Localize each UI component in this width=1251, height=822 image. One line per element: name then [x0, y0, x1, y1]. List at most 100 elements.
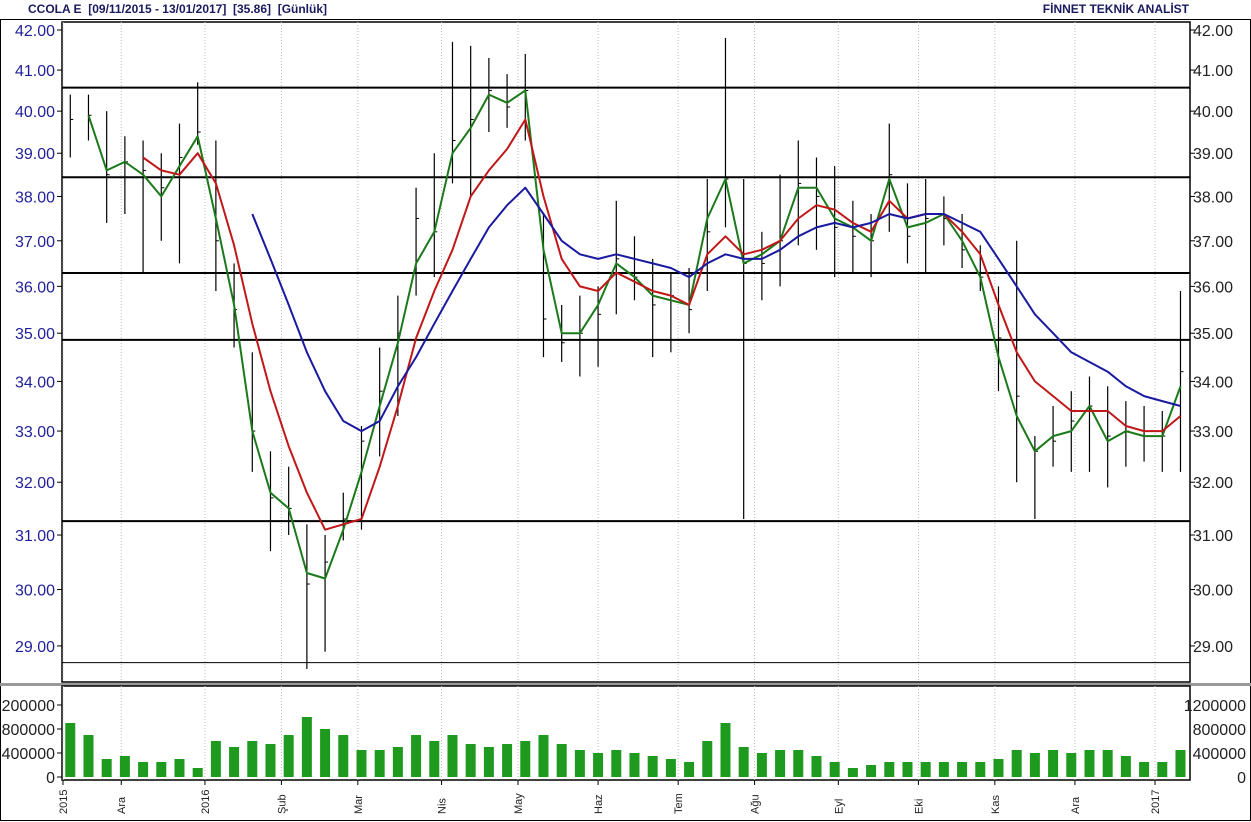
volume-tick-label-right: 1200000: [1184, 698, 1246, 715]
x-tick-label: May: [513, 793, 525, 814]
volume-tick-label-left: 0: [46, 770, 55, 787]
volume-bar: [1011, 750, 1022, 777]
volume-bar: [265, 744, 276, 777]
y-tick-label-left: 41.00: [15, 63, 55, 80]
volume-bar: [1084, 750, 1095, 777]
x-tick-label: Şub: [276, 794, 288, 814]
volume-bar: [902, 762, 913, 777]
x-tick-label: 2016: [200, 790, 212, 814]
y-tick-label-left: 42.00: [15, 23, 55, 40]
volume-bar: [811, 756, 822, 777]
x-tick-label: Eyl: [833, 799, 845, 814]
y-tick-label-left: 36.00: [15, 279, 55, 296]
volume-tick-label-left: 400000: [2, 746, 55, 763]
volume-bar: [374, 750, 385, 777]
x-tick-label: Ara: [116, 796, 128, 814]
volume-bar: [301, 717, 312, 777]
ma-long-line: [251, 186, 1181, 433]
y-tick-label-right: 36.00: [1193, 279, 1233, 296]
volume-bar: [538, 735, 549, 777]
volume-bar: [83, 735, 94, 777]
x-tick-label: Ağu: [750, 794, 762, 814]
volume-bar: [447, 735, 458, 777]
y-tick-label-right: 35.00: [1193, 326, 1233, 343]
volume-bar: [957, 762, 968, 777]
volume-bar: [1139, 762, 1150, 777]
y-tick-label-right: 37.00: [1193, 234, 1233, 251]
panel-separator: [0, 683, 1251, 686]
x-tick-label: Nis: [437, 798, 449, 814]
volume-bar: [1102, 750, 1113, 777]
volume-bar: [138, 762, 149, 777]
volume-bar: [247, 741, 258, 777]
volume-bar: [847, 768, 858, 777]
y-tick-label-right: 29.00: [1193, 639, 1233, 656]
x-tick-label: Ara: [1070, 796, 1082, 814]
volume-bar: [756, 753, 767, 777]
volume-bar: [993, 759, 1004, 777]
volume-bar: [574, 750, 585, 777]
y-tick-label-right: 34.00: [1193, 374, 1233, 391]
volume-bar: [829, 762, 840, 777]
volume-bar: [793, 750, 804, 777]
volume-tick-label-right: 800000: [1193, 722, 1246, 739]
volume-bar: [684, 762, 695, 777]
y-tick-label-left: 30.00: [15, 583, 55, 600]
ma-mid-line: [142, 118, 1182, 531]
volume-bar: [156, 762, 167, 777]
y-tick-label-right: 41.00: [1193, 63, 1233, 80]
y-tick-label-left: 40.00: [15, 104, 55, 121]
volume-bar: [356, 750, 367, 777]
x-tick-label: Tem: [673, 793, 685, 814]
volume-bar: [520, 741, 531, 777]
volume-bar: [229, 747, 240, 777]
volume-bar: [1066, 753, 1077, 777]
y-tick-label-left: 32.00: [15, 475, 55, 492]
volume-bar: [975, 762, 986, 777]
x-tick-label: 2017: [1150, 790, 1162, 814]
y-tick-label-right: 42.00: [1193, 23, 1233, 40]
brand-label: FİNNET TEKNİK ANALİST: [1042, 2, 1189, 16]
x-tick-label: Haz: [593, 794, 605, 814]
y-tick-label-left: 31.00: [15, 528, 55, 545]
volume-bar: [465, 744, 476, 777]
x-tick-label: Kas: [990, 795, 1002, 814]
y-tick-label-right: 33.00: [1193, 424, 1233, 441]
volume-tick-label-left: 1200000: [0, 698, 55, 715]
volume-bar: [1120, 756, 1131, 777]
volume-bar: [174, 759, 185, 777]
volume-bar: [702, 741, 713, 777]
y-tick-label-left: 34.00: [15, 374, 55, 391]
volume-bar: [192, 768, 203, 777]
volume-bar: [1029, 753, 1040, 777]
y-tick-label-left: 29.00: [15, 639, 55, 656]
x-tick-label: Mar: [353, 795, 365, 814]
volume-bar: [320, 729, 331, 777]
volume-bar: [392, 747, 403, 777]
volume-bar: [429, 741, 440, 777]
x-tick-label: 2015: [58, 790, 70, 814]
volume-bar: [938, 762, 949, 777]
y-tick-label-left: 37.00: [15, 234, 55, 251]
y-tick-label-right: 31.00: [1193, 528, 1233, 545]
y-tick-label-left: 39.00: [15, 146, 55, 163]
volume-bar: [629, 753, 640, 777]
volume-bar: [775, 750, 786, 777]
y-tick-label-right: 40.00: [1193, 104, 1233, 121]
volume-bar: [884, 762, 895, 777]
volume-bar: [1175, 750, 1186, 777]
volume-bar: [119, 756, 130, 777]
volume-bar: [65, 723, 76, 777]
volume-bar: [593, 753, 604, 777]
volume-bar: [1048, 750, 1059, 777]
volume-tick-label-left: 800000: [2, 722, 55, 739]
y-tick-label-right: 32.00: [1193, 475, 1233, 492]
y-tick-label-right: 39.00: [1193, 146, 1233, 163]
volume-bar: [738, 747, 749, 777]
volume-bar: [866, 765, 877, 777]
chart-title: CCOLA E [09/11/2015 - 13/01/2017] [35.86…: [28, 2, 328, 16]
ma-short-line: [87, 89, 1182, 580]
y-tick-label-right: 38.00: [1193, 189, 1233, 206]
price-panel: [61, 21, 1191, 683]
